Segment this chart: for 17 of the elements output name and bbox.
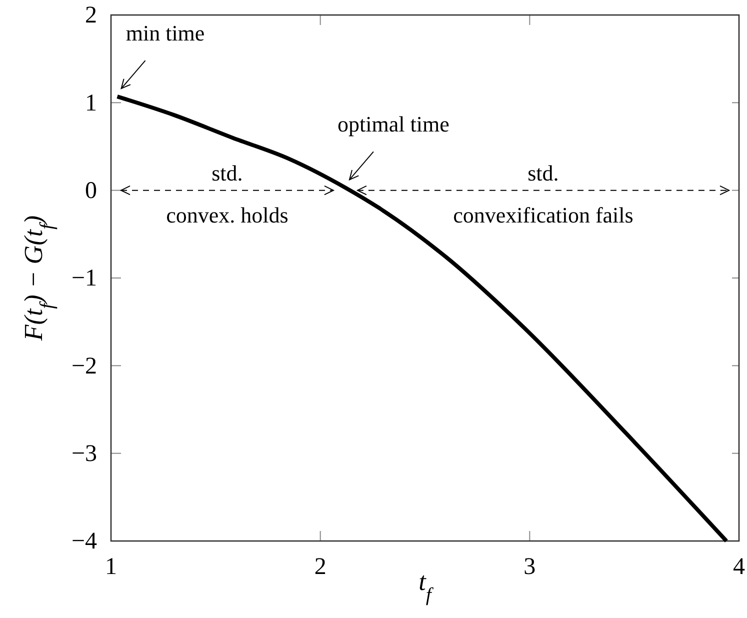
x-tick-label: 3 (524, 554, 536, 580)
annotation: min time (126, 20, 205, 46)
y-tick-label: 1 (85, 90, 97, 116)
y-tick-label: 2 (85, 2, 97, 29)
line-series (115, 94, 728, 543)
x-tick-label: 1 (105, 554, 117, 580)
y-tick-label: 0 (85, 178, 97, 204)
y-tick-label: −4 (71, 528, 97, 555)
x-axis-title: t$_{f}$ (418, 567, 434, 606)
annotation: std. convex. holds (166, 160, 288, 228)
x-tick-label: 2 (314, 554, 326, 580)
annotation: optimal time (338, 112, 450, 137)
x-tick-label: 4 (733, 554, 745, 580)
y-tick-label: −3 (71, 441, 97, 468)
annotation: std. convexification fails (453, 160, 634, 228)
y-tick-label: −2 (71, 353, 97, 380)
y-tick-label: −1 (71, 266, 97, 292)
